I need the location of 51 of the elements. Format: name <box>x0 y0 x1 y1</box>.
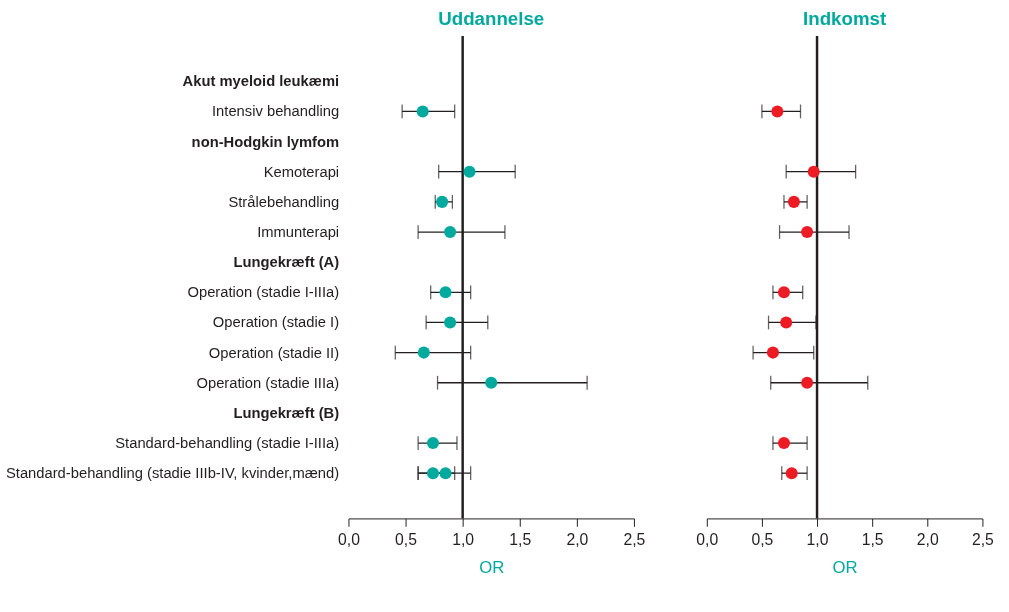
x-tick-label: 1,0 <box>452 531 475 549</box>
point <box>766 346 779 359</box>
point <box>780 316 793 329</box>
point <box>777 437 790 450</box>
point <box>787 195 800 208</box>
x-tick-label: 0,0 <box>696 531 719 549</box>
y-tick-label: Operation (stadie II) <box>208 344 340 361</box>
point <box>426 467 439 480</box>
x-tick-label: 0,0 <box>338 531 361 549</box>
point <box>777 286 790 299</box>
point <box>801 226 814 239</box>
x-axis-title: OR <box>479 558 505 578</box>
point <box>417 346 430 359</box>
x-tick-label: 2,0 <box>916 531 939 549</box>
y-tick-label: non-Hodgkin lymfom <box>191 133 340 150</box>
y-tick-label: Standard-behandling (stadie I-IIIa) <box>115 434 340 451</box>
y-tick-label: Kemoterapi <box>263 163 340 180</box>
x-tick-label: 1,5 <box>509 531 532 549</box>
y-tick-label: Operation (stadie I) <box>212 314 340 331</box>
point <box>439 286 452 299</box>
x-tick-label: 2,5 <box>623 531 646 549</box>
point <box>785 467 798 480</box>
point <box>444 226 457 239</box>
y-tick-label: Lungekræft (A) <box>233 254 340 271</box>
point <box>771 105 784 118</box>
point <box>426 437 439 450</box>
y-tick-label: Operation (stadie I-IIIa) <box>187 284 340 301</box>
point <box>801 376 814 389</box>
y-tick-label: Akut myeloid leukæmi <box>182 73 340 90</box>
y-tick-label: Operation (stadie IIIa) <box>196 374 340 391</box>
point <box>485 376 498 389</box>
y-tick-label: Lungekræft (B) <box>233 404 340 421</box>
x-axis-title: OR <box>832 558 858 578</box>
point <box>416 105 429 118</box>
x-tick-label: 2,5 <box>971 531 995 549</box>
x-tick-label: 1,5 <box>861 531 884 549</box>
point <box>436 195 449 208</box>
x-tick-label: 1,0 <box>806 531 829 549</box>
chart-title: Uddannelse <box>438 7 545 29</box>
y-tick-label: Strålebehandling <box>228 193 340 210</box>
x-tick-label: 0,5 <box>395 531 418 549</box>
point <box>439 467 452 480</box>
chart-title: Indkomst <box>803 7 887 29</box>
y-tick-label: Standard-behandling (stadie IIIb-IV, kvinder,mænd) <box>5 465 340 482</box>
x-tick-label: 2,0 <box>566 531 589 549</box>
y-tick-label: Immunterapi <box>257 223 340 240</box>
point <box>444 316 457 329</box>
point <box>807 165 820 178</box>
point <box>463 165 476 178</box>
x-tick-label: 0,5 <box>751 531 774 549</box>
y-tick-label: Intensiv behandling <box>212 103 340 120</box>
